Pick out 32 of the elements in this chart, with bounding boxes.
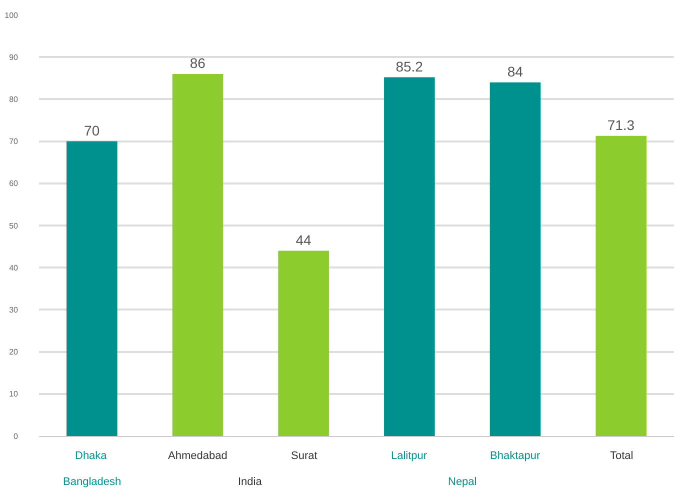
y-tick-label: 30 (9, 306, 19, 314)
y-tick-label: 40 (9, 263, 19, 272)
x-tick-label: Lalitpur (391, 450, 428, 462)
y-tick-label: 60 (9, 179, 19, 188)
data-label: 86 (190, 54, 206, 71)
y-tick-label: 90 (9, 52, 19, 62)
x-tick-label: Ahmedabad (168, 450, 228, 462)
y-tick-label: 10 (9, 390, 19, 399)
y-tick-label: 70 (9, 137, 19, 146)
bar (384, 77, 435, 436)
bar (490, 82, 541, 436)
data-label: 70 (84, 122, 100, 138)
x-tick-label: Total (610, 450, 634, 462)
data-label: 71.3 (607, 116, 635, 133)
data-label: 85.2 (396, 58, 424, 74)
x-tick-label: Dhaka (75, 450, 108, 462)
y-tick-label: 20 (9, 348, 19, 357)
text: India (238, 476, 263, 488)
x-tick-label: Bhaktapur (490, 450, 540, 462)
y-tick-label: 80 (9, 95, 19, 104)
data-label: 84 (507, 63, 524, 80)
y-tick-label: 50 (9, 221, 19, 230)
bar (66, 141, 118, 436)
bar (596, 136, 646, 436)
text: Bangladesh (63, 476, 122, 488)
data-label: 44 (296, 232, 312, 248)
text: Nepal (448, 476, 477, 488)
y-tick-label: 100 (4, 10, 19, 20)
bar (172, 74, 224, 436)
y-tick-label: 0 (14, 432, 19, 441)
bar (278, 250, 329, 436)
x-tick-label: Surat (291, 450, 318, 462)
